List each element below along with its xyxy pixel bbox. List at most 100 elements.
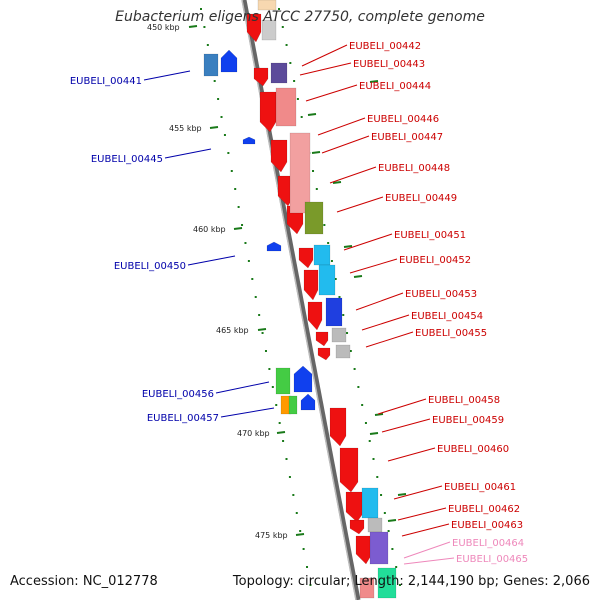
gene-leader-line — [329, 166, 377, 184]
gene-label[interactable]: EUBELI_00451 — [394, 230, 466, 241]
gene-leader-line — [317, 117, 366, 136]
ruler-dot — [234, 188, 237, 190]
accession-text: Accession: NC_012778 — [10, 574, 158, 589]
gene-label[interactable]: EUBELI_00463 — [451, 520, 523, 531]
ruler-dot — [203, 26, 206, 28]
gene-arrow[interactable] — [317, 347, 331, 361]
gene-arrow[interactable] — [303, 269, 319, 301]
gene-arrow[interactable] — [242, 136, 256, 145]
kbp-tick-mark — [276, 431, 286, 434]
kbp-tick-mark — [209, 126, 219, 129]
gene-label[interactable]: EUBELI_00459 — [432, 415, 504, 426]
ruler-dot — [330, 260, 333, 262]
gene-arrow[interactable] — [246, 13, 262, 43]
gene-arrow[interactable] — [329, 407, 347, 447]
gene-arrow[interactable] — [253, 67, 269, 87]
gene-box[interactable] — [361, 487, 379, 519]
gene-arrow[interactable] — [349, 519, 365, 535]
ruler-dot — [296, 98, 299, 100]
gene-arrow[interactable] — [270, 139, 288, 173]
ruler-dot — [312, 170, 315, 172]
ruler-dot — [217, 98, 220, 100]
kbp-tick: 450 kbp — [147, 23, 198, 32]
gene-leader-line — [377, 398, 427, 415]
gene-label[interactable]: EUBELI_00458 — [428, 395, 500, 406]
gene-label[interactable]: EUBELI_00442 — [349, 41, 421, 52]
gene-label[interactable]: EUBELI_00460 — [437, 444, 509, 455]
ruler-dot — [383, 512, 386, 514]
ruler-dot — [244, 242, 247, 244]
ruler-dot — [380, 494, 383, 496]
gene-arrow[interactable] — [355, 535, 373, 565]
gene-box[interactable] — [367, 517, 383, 533]
gene-label[interactable]: EUBELI_00447 — [371, 132, 443, 143]
gene-label[interactable]: EUBELI_00445 — [91, 154, 163, 165]
ruler-dot — [261, 332, 264, 334]
gene-box[interactable] — [304, 201, 324, 235]
gene-arrow[interactable] — [345, 491, 365, 523]
gene-leader-line — [187, 255, 236, 266]
ruler-dot — [372, 458, 375, 460]
feature-tick — [369, 432, 379, 435]
gene-label[interactable]: EUBELI_00455 — [415, 328, 487, 339]
gene-box[interactable] — [325, 297, 343, 327]
gene-arrow[interactable] — [298, 247, 314, 269]
gene-arrow[interactable] — [339, 447, 359, 493]
gene-box[interactable] — [369, 531, 389, 565]
ruler-dot — [251, 278, 254, 280]
gene-leader-line — [403, 541, 451, 559]
gene-leader-line — [403, 557, 455, 565]
kbp-tick-mark — [233, 227, 243, 230]
ruler-dot — [306, 566, 309, 568]
gene-box[interactable] — [289, 132, 311, 214]
gene-box[interactable] — [377, 567, 397, 599]
gene-arrow[interactable] — [266, 241, 282, 252]
ruler-dot — [293, 80, 296, 82]
gene-label[interactable]: EUBELI_00449 — [385, 193, 457, 204]
gene-label[interactable]: EUBELI_00448 — [378, 163, 450, 174]
gene-box[interactable] — [257, 0, 277, 11]
ruler-dot — [223, 134, 226, 136]
gene-label[interactable]: EUBELI_00461 — [444, 482, 516, 493]
gene-arrow[interactable] — [300, 393, 316, 411]
gene-box[interactable] — [335, 344, 351, 359]
kbp-label: 465 kbp — [216, 326, 249, 335]
ruler-dot — [278, 422, 281, 424]
gene-label[interactable]: EUBELI_00452 — [399, 255, 471, 266]
gene-label[interactable]: EUBELI_00465 — [456, 554, 528, 565]
gene-box[interactable] — [288, 395, 298, 415]
ruler-dot — [376, 476, 379, 478]
gene-arrow[interactable] — [315, 331, 329, 347]
gene-label[interactable]: EUBELI_00457 — [147, 413, 219, 424]
gene-label[interactable]: EUBELI_00443 — [353, 59, 425, 70]
gene-arrow[interactable] — [220, 49, 238, 73]
gene-label[interactable]: EUBELI_00462 — [448, 504, 520, 515]
gene-label[interactable]: EUBELI_00450 — [114, 261, 186, 272]
gene-box[interactable] — [270, 62, 288, 84]
gene-label[interactable]: EUBELI_00444 — [359, 81, 431, 92]
gene-label[interactable]: EUBELI_00454 — [411, 311, 483, 322]
ruler-dot — [338, 296, 341, 298]
gene-leader-line — [397, 507, 447, 521]
gene-box[interactable] — [318, 264, 336, 296]
ruler-dot — [364, 422, 367, 424]
gene-box[interactable] — [275, 87, 297, 127]
gene-label[interactable]: EUBELI_00464 — [452, 538, 524, 549]
gene-box[interactable] — [331, 327, 347, 343]
gene-arrow[interactable] — [293, 365, 313, 393]
ruler-dot — [220, 116, 223, 118]
gene-leader-line — [336, 196, 384, 213]
gene-arrow[interactable] — [259, 91, 277, 133]
ruler-dot — [288, 476, 291, 478]
gene-box[interactable] — [313, 244, 331, 266]
gene-box[interactable] — [203, 53, 219, 77]
gene-arrow[interactable] — [307, 301, 323, 331]
gene-leader-line — [355, 292, 404, 311]
gene-label[interactable]: EUBELI_00453 — [405, 289, 477, 300]
gene-label[interactable]: EUBELI_00456 — [142, 389, 214, 400]
gene-box[interactable] — [261, 19, 277, 41]
gene-label[interactable]: EUBELI_00446 — [367, 114, 439, 125]
gene-box[interactable] — [359, 577, 375, 599]
gene-label[interactable]: EUBELI_00441 — [70, 76, 142, 87]
gene-box[interactable] — [275, 367, 291, 395]
